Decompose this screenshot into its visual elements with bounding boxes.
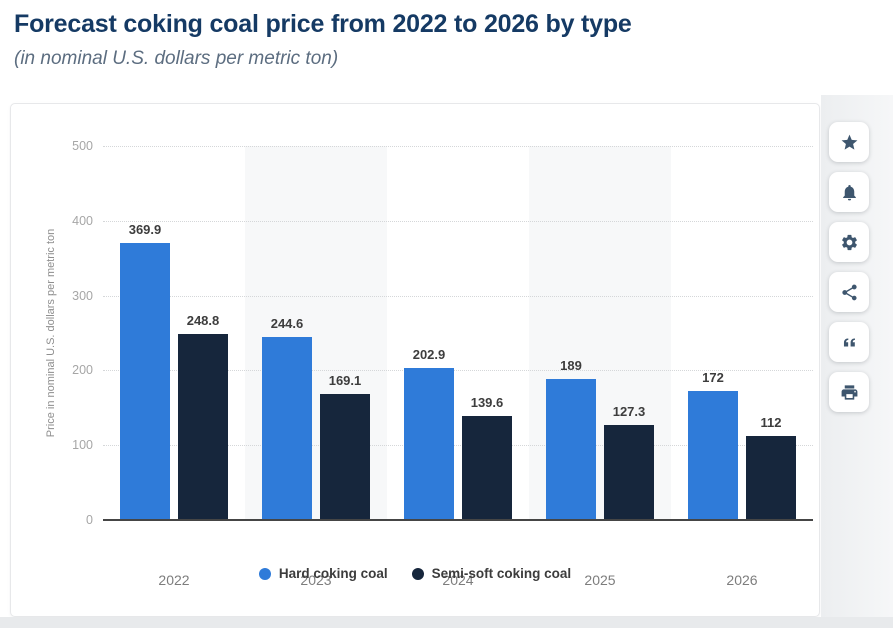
bar-value-semi-soft-coking-coal-2024: 139.6 (470, 394, 504, 410)
bar-semi-soft-coking-coal-2026[interactable] (746, 436, 796, 520)
y-axis-tick-300: 300 (72, 288, 93, 303)
y-axis-tick-200: 200 (72, 363, 93, 378)
x-axis-label-2023: 2023 (300, 572, 332, 588)
y-axis-tick-0: 0 (86, 513, 93, 527)
star-icon (841, 134, 857, 150)
gridline-100 (103, 445, 813, 447)
bar-value-hard-coking-coal-2022: 369.9 (128, 222, 162, 238)
bar-value-semi-soft-coking-coal-2022: 248.8 (186, 312, 220, 328)
cite-button[interactable] (829, 322, 869, 362)
notifications-button[interactable] (829, 172, 869, 212)
legend-dot-hard-coking-coal (258, 567, 271, 580)
print-button[interactable] (829, 372, 869, 412)
page-subtitle: (in nominal U.S. dollars per metric ton) (14, 48, 339, 69)
legend-label-hard-coking-coal: Hard coking coal (278, 566, 388, 581)
x-axis-label-2025: 2025 (584, 572, 616, 588)
y-axis-tick-500: 500 (72, 139, 93, 153)
x-axis-labels: 2022 2023 2024 2025 2026 (103, 572, 813, 592)
page-bottom-strip (0, 617, 893, 628)
chart-legend: Hard coking coal Semi-soft coking coal (11, 566, 819, 581)
bar-hard-coking-coal-2024[interactable] (404, 368, 454, 520)
bar-hard-coking-coal-2023[interactable] (262, 337, 312, 520)
y-axis-tick-100: 100 (72, 438, 93, 453)
page-title: Forecast coking coal price from 2022 to … (14, 10, 632, 38)
bell-icon (842, 184, 856, 200)
toolbar-rail (821, 95, 893, 628)
settings-button[interactable] (829, 222, 869, 262)
favorite-button[interactable] (829, 122, 869, 162)
bar-value-semi-soft-coking-coal-2023: 169.1 (328, 372, 362, 388)
gridline-400 (103, 220, 813, 222)
y-axis-ticks: 0 100 200 300 400 500 (31, 139, 93, 527)
gear-icon (841, 234, 857, 250)
y-axis-tick-400: 400 (72, 213, 93, 228)
x-axis-label-2026: 2026 (726, 572, 758, 588)
printer-icon (841, 384, 857, 400)
chart-card: Price in nominal U.S. dollars per metric… (10, 103, 820, 617)
x-axis-label-2024: 2024 (442, 572, 474, 588)
legend-item-hard-coking-coal[interactable]: Hard coking coal (258, 566, 388, 581)
bar-hard-coking-coal-2025[interactable] (546, 378, 596, 520)
bar-value-hard-coking-coal-2026: 172 (702, 370, 724, 386)
share-icon (841, 284, 857, 300)
x-axis-label-2022: 2022 (158, 572, 190, 588)
bar-semi-soft-coking-coal-2024[interactable] (462, 415, 512, 520)
bar-value-hard-coking-coal-2023: 244.6 (270, 316, 304, 332)
quote-icon (843, 338, 855, 346)
chart-header: Forecast coking coal price from 2022 to … (14, 9, 793, 70)
bar-semi-soft-coking-coal-2025[interactable] (604, 424, 654, 520)
bar-value-semi-soft-coking-coal-2025: 127.3 (612, 403, 646, 419)
bar-hard-coking-coal-2022[interactable] (120, 243, 170, 520)
gridline-500 (103, 146, 813, 147)
bar-value-semi-soft-coking-coal-2026: 112 (760, 415, 782, 431)
share-button[interactable] (829, 272, 869, 312)
legend-dot-semi-soft-coking-coal (411, 567, 424, 580)
gridline-200 (103, 370, 813, 372)
bar-hard-coking-coal-2026[interactable] (688, 391, 738, 520)
x-axis-line (103, 519, 813, 521)
bar-semi-soft-coking-coal-2023[interactable] (320, 393, 370, 520)
bar-value-hard-coking-coal-2025: 189 (560, 357, 582, 373)
legend-label-semi-soft-coking-coal: Semi-soft coking coal (431, 566, 572, 581)
gridline-300 (103, 295, 813, 297)
bar-value-hard-coking-coal-2024: 202.9 (412, 347, 446, 363)
legend-item-semi-soft-coking-coal[interactable]: Semi-soft coking coal (411, 566, 572, 581)
bar-semi-soft-coking-coal-2022[interactable] (178, 333, 228, 520)
plot-area: 369.9 244.6 202.9 189 172 248.8 169.1 139.6 127.… (103, 146, 813, 521)
